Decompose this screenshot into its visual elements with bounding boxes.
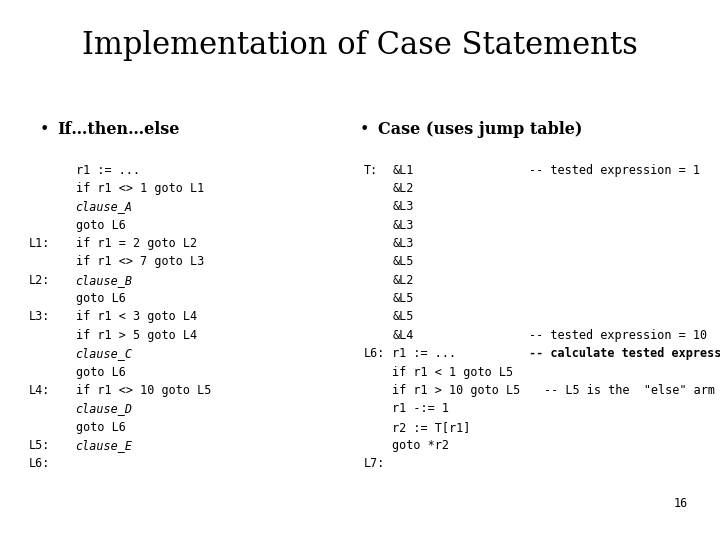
Text: &L5: &L5 [392, 255, 414, 268]
Text: clause_B: clause_B [76, 274, 132, 287]
Text: T:: T: [364, 164, 378, 177]
Text: r1 := ...: r1 := ... [392, 347, 456, 360]
Text: &L5: &L5 [392, 310, 414, 323]
Text: r1 := ...: r1 := ... [76, 164, 140, 177]
Text: &L3: &L3 [392, 219, 414, 232]
Text: L3:: L3: [29, 310, 50, 323]
Text: if r1 <> 10 goto L5: if r1 <> 10 goto L5 [76, 384, 211, 397]
Text: Case (uses jump table): Case (uses jump table) [378, 121, 582, 138]
Text: &L3: &L3 [392, 237, 414, 250]
Text: Implementation of Case Statements: Implementation of Case Statements [82, 30, 638, 62]
Text: L6:: L6: [29, 457, 50, 470]
Text: L2:: L2: [29, 274, 50, 287]
Text: goto L6: goto L6 [76, 421, 125, 434]
Text: L5:: L5: [29, 439, 50, 452]
Text: -- calculate tested expression: -- calculate tested expression [529, 347, 720, 360]
Text: If…then…else: If…then…else [58, 121, 180, 138]
Text: -- L5 is the  "else" arm: -- L5 is the "else" arm [544, 384, 714, 397]
Text: goto L6: goto L6 [76, 366, 125, 379]
Text: clause_D: clause_D [76, 402, 132, 415]
Text: if r1 > 10 goto L5: if r1 > 10 goto L5 [392, 384, 521, 397]
Text: &L2: &L2 [392, 274, 414, 287]
Text: &L5: &L5 [392, 292, 414, 305]
Text: clause_E: clause_E [76, 439, 132, 452]
Text: clause_A: clause_A [76, 200, 132, 213]
Text: if r1 < 1 goto L5: if r1 < 1 goto L5 [392, 366, 513, 379]
Text: goto *r2: goto *r2 [392, 439, 449, 452]
Text: L7:: L7: [364, 457, 385, 470]
Text: &L4: &L4 [392, 329, 414, 342]
Text: -- tested expression = 1: -- tested expression = 1 [529, 164, 701, 177]
Text: L4:: L4: [29, 384, 50, 397]
Text: •: • [360, 121, 369, 138]
Text: -- tested expression = 10: -- tested expression = 10 [529, 329, 707, 342]
Text: L1:: L1: [29, 237, 50, 250]
Text: 16: 16 [673, 497, 688, 510]
Text: if r1 <> 7 goto L3: if r1 <> 7 goto L3 [76, 255, 204, 268]
Text: if r1 = 2 goto L2: if r1 = 2 goto L2 [76, 237, 197, 250]
Text: r1 -:= 1: r1 -:= 1 [392, 402, 449, 415]
Text: goto L6: goto L6 [76, 292, 125, 305]
Text: &L1: &L1 [392, 164, 414, 177]
Text: if r1 > 5 goto L4: if r1 > 5 goto L4 [76, 329, 197, 342]
Text: &L3: &L3 [392, 200, 414, 213]
Text: L6:: L6: [364, 347, 385, 360]
Text: &L2: &L2 [392, 182, 414, 195]
Text: r2 := T[r1]: r2 := T[r1] [392, 421, 471, 434]
Text: •: • [40, 121, 49, 138]
Text: if r1 < 3 goto L4: if r1 < 3 goto L4 [76, 310, 197, 323]
Text: if r1 <> 1 goto L1: if r1 <> 1 goto L1 [76, 182, 204, 195]
Text: goto L6: goto L6 [76, 219, 125, 232]
Text: clause_C: clause_C [76, 347, 132, 360]
